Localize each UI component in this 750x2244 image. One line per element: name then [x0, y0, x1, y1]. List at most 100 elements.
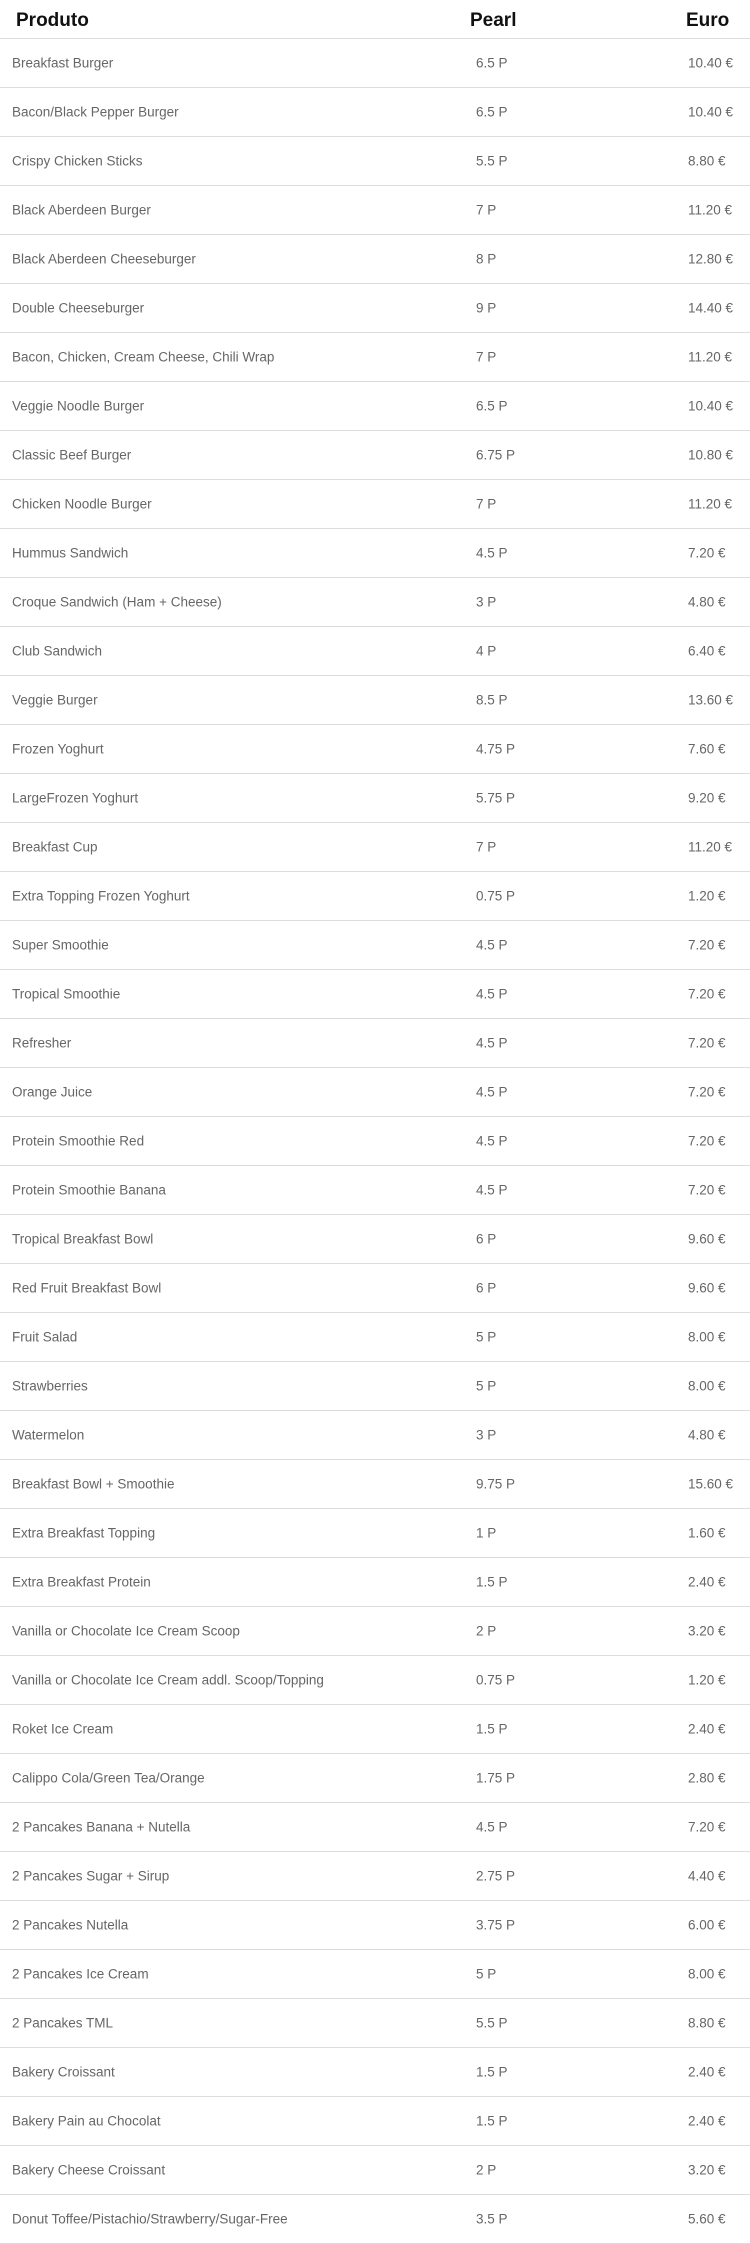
table-row: Calippo Cola/Green Tea/Orange 1.75 P 2.80 …: [0, 1754, 750, 1803]
table-row: Veggie Noodle Burger 6.5 P 10.40 €: [0, 382, 750, 431]
pearl-price-cell: 7 P: [476, 202, 497, 218]
euro-price-cell: 2.80 €: [688, 1770, 726, 1786]
euro-price-cell: 9.60 €: [688, 1280, 726, 1296]
table-row: 2 Pancakes Banana + Nutella 4.5 P 7.20 €: [0, 1803, 750, 1852]
product-cell: Tropical Breakfast Bowl: [12, 1231, 154, 1247]
euro-price-cell: 2.40 €: [688, 2064, 726, 2080]
product-cell: Vanilla or Chocolate Ice Cream Scoop: [12, 1623, 240, 1639]
table-header: Produto Pearl Euro: [0, 0, 750, 39]
pearl-price-cell: 5 P: [476, 1378, 497, 1394]
table-row: Watermelon 3 P 4.80 €: [0, 1411, 750, 1460]
pearl-price-cell: 5 P: [476, 1329, 497, 1345]
euro-price-cell: 7.20 €: [688, 1819, 726, 1835]
euro-price-cell: 5.60 €: [688, 2211, 726, 2227]
product-cell: Bakery Cheese Croissant: [12, 2162, 166, 2178]
euro-price-cell: 10.40 €: [688, 55, 734, 71]
product-cell: Tropical Smoothie: [12, 986, 121, 1002]
pearl-price-cell: 5.5 P: [476, 2015, 508, 2031]
pearl-price-cell: 5 P: [476, 1966, 497, 1982]
product-cell: Super Smoothie: [12, 937, 109, 953]
pearl-price-cell: 4.5 P: [476, 1182, 508, 1198]
product-cell: Watermelon: [12, 1427, 85, 1443]
pearl-price-cell: 4.5 P: [476, 1084, 508, 1100]
table-row: Fruit Salad 5 P 8.00 €: [0, 1313, 750, 1362]
euro-price-cell: 8.80 €: [688, 2015, 726, 2031]
table-row: Tropical Breakfast Bowl 6 P 9.60 €: [0, 1215, 750, 1264]
pearl-price-cell: 5.75 P: [476, 790, 516, 806]
table-row: Bacon, Chicken, Cream Cheese, Chili Wrap…: [0, 333, 750, 382]
product-cell: Extra Topping Frozen Yoghurt: [12, 888, 190, 904]
pearl-price-cell: 6.5 P: [476, 55, 508, 71]
table-row: 2 Pancakes TML 5.5 P 8.80 €: [0, 1999, 750, 2048]
table-row: Protein Smoothie Banana 4.5 P 7.20 €: [0, 1166, 750, 1215]
product-cell: Club Sandwich: [12, 643, 103, 659]
product-cell: Breakfast Bowl + Smoothie: [12, 1476, 175, 1492]
product-cell: Red Fruit Breakfast Bowl: [12, 1280, 162, 1296]
pearl-price-cell: 4.5 P: [476, 937, 508, 953]
product-cell: Bakery Croissant: [12, 2064, 115, 2080]
euro-price-cell: 8.80 €: [688, 153, 726, 169]
table-row: 2 Pancakes Ice Cream 5 P 8.00 €: [0, 1950, 750, 1999]
table-row: Breakfast Bowl + Smoothie 9.75 P 15.60 €: [0, 1460, 750, 1509]
table-row: Breakfast Burger 6.5 P 10.40 €: [0, 39, 750, 88]
euro-price-cell: 8.00 €: [688, 1378, 726, 1394]
product-cell: Protein Smoothie Red: [12, 1133, 145, 1149]
table-row: Donut Toffee/Pistachio/Strawberry/Sugar-…: [0, 2195, 750, 2244]
euro-price-cell: 11.20 €: [688, 202, 733, 218]
product-cell: Strawberries: [12, 1378, 88, 1394]
product-cell: Breakfast Burger: [12, 55, 114, 71]
euro-price-cell: 9.60 €: [688, 1231, 726, 1247]
euro-price-cell: 7.20 €: [688, 1133, 726, 1149]
euro-price-cell: 2.40 €: [688, 2113, 726, 2129]
euro-price-cell: 10.80 €: [688, 447, 734, 463]
table-row: Roket Ice Cream 1.5 P 2.40 €: [0, 1705, 750, 1754]
euro-price-cell: 1.60 €: [688, 1525, 726, 1541]
product-cell: Crispy Chicken Sticks: [12, 153, 143, 169]
pearl-price-cell: 4 P: [476, 643, 497, 659]
table-row: Tropical Smoothie 4.5 P 7.20 €: [0, 970, 750, 1019]
product-cell: Refresher: [12, 1035, 72, 1051]
product-cell: Bacon/Black Pepper Burger: [12, 104, 179, 120]
pearl-price-cell: 6 P: [476, 1231, 497, 1247]
product-cell: Bacon, Chicken, Cream Cheese, Chili Wrap: [12, 349, 275, 365]
euro-price-cell: 1.20 €: [688, 1672, 726, 1688]
product-cell: Orange Juice: [12, 1084, 93, 1100]
pearl-price-cell: 6.5 P: [476, 398, 508, 414]
pearl-price-cell: 9 P: [476, 300, 497, 316]
euro-price-cell: 7.60 €: [688, 741, 726, 757]
pearl-price-cell: 4.5 P: [476, 1035, 508, 1051]
pearl-price-cell: 5.5 P: [476, 153, 508, 169]
pearl-price-cell: 0.75 P: [476, 1672, 516, 1688]
table-row: Frozen Yoghurt 4.75 P 7.60 €: [0, 725, 750, 774]
euro-price-cell: 7.20 €: [688, 1084, 726, 1100]
pearl-price-cell: 6.75 P: [476, 447, 516, 463]
product-cell: Croque Sandwich (Ham + Cheese): [12, 594, 222, 610]
euro-price-cell: 1.20 €: [688, 888, 726, 904]
euro-price-cell: 3.20 €: [688, 2162, 726, 2178]
pearl-price-cell: 7 P: [476, 349, 497, 365]
table-row: Refresher 4.5 P 7.20 €: [0, 1019, 750, 1068]
product-cell: 2 Pancakes Sugar + Sirup: [12, 1868, 170, 1884]
table-row: Extra Topping Frozen Yoghurt 0.75 P 1.20 €: [0, 872, 750, 921]
table-row: Extra Breakfast Protein 1.5 P 2.40 €: [0, 1558, 750, 1607]
euro-price-cell: 7.20 €: [688, 937, 726, 953]
euro-price-cell: 3.20 €: [688, 1623, 726, 1639]
euro-price-cell: 6.40 €: [688, 643, 726, 659]
product-cell: Bakery Pain au Chocolat: [12, 2113, 161, 2129]
product-cell: Veggie Burger: [12, 692, 98, 708]
euro-price-cell: 10.40 €: [688, 398, 734, 414]
pearl-price-cell: 3 P: [476, 1427, 497, 1443]
product-cell: 2 Pancakes Ice Cream: [12, 1966, 149, 1982]
pearl-price-cell: 4.5 P: [476, 1819, 508, 1835]
table-row: Strawberries 5 P 8.00 €: [0, 1362, 750, 1411]
header-euro: Euro: [686, 10, 730, 31]
product-cell: Double Cheeseburger: [12, 300, 145, 316]
product-cell: Chicken Noodle Burger: [12, 496, 152, 512]
product-cell: Classic Beef Burger: [12, 447, 132, 463]
table-row: Red Fruit Breakfast Bowl 6 P 9.60 €: [0, 1264, 750, 1313]
pearl-price-cell: 3.75 P: [476, 1917, 516, 1933]
table-row: Orange Juice 4.5 P 7.20 €: [0, 1068, 750, 1117]
table-body: Breakfast Burger 6.5 P 10.40 € Bacon/Black …: [0, 39, 750, 2244]
euro-price-cell: 15.60 €: [688, 1476, 734, 1492]
